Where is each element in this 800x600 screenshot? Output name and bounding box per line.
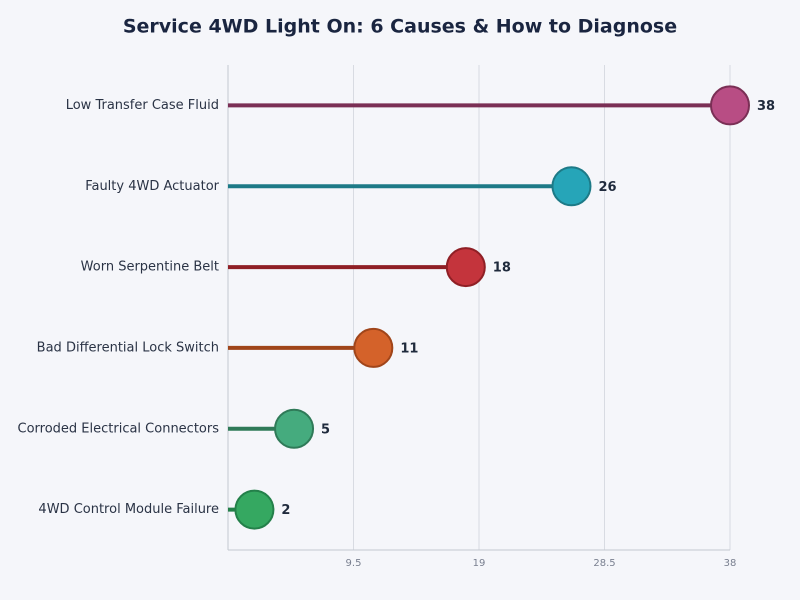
x-tick-label: 28.5	[593, 558, 615, 569]
value-label: 2	[281, 503, 290, 518]
x-tick-label: 19	[473, 558, 486, 569]
dot	[353, 327, 394, 368]
dot	[710, 85, 750, 126]
value-label: 18	[493, 261, 511, 276]
dot	[274, 408, 315, 449]
value-label: 38	[757, 99, 775, 114]
y-tick-label: 4WD Control Module Failure	[38, 502, 219, 517]
x-tick-label: 38	[724, 558, 737, 569]
dot	[234, 489, 275, 530]
dot	[445, 247, 486, 288]
y-tick-label: Low Transfer Case Fluid	[66, 98, 219, 113]
y-tick-label: Faulty 4WD Actuator	[85, 179, 219, 194]
value-label: 11	[400, 341, 418, 356]
chart-title: Service 4WD Light On: 6 Causes & How to …	[123, 16, 677, 38]
y-tick-label: Worn Serpentine Belt	[81, 260, 219, 275]
y-tick-label: Corroded Electrical Connectors	[18, 421, 220, 436]
y-tick-label: Bad Differential Lock Switch	[37, 340, 219, 355]
value-label: 5	[321, 422, 330, 437]
dot	[551, 166, 592, 207]
x-tick-label: 9.5	[346, 558, 362, 569]
value-label: 26	[598, 180, 616, 195]
